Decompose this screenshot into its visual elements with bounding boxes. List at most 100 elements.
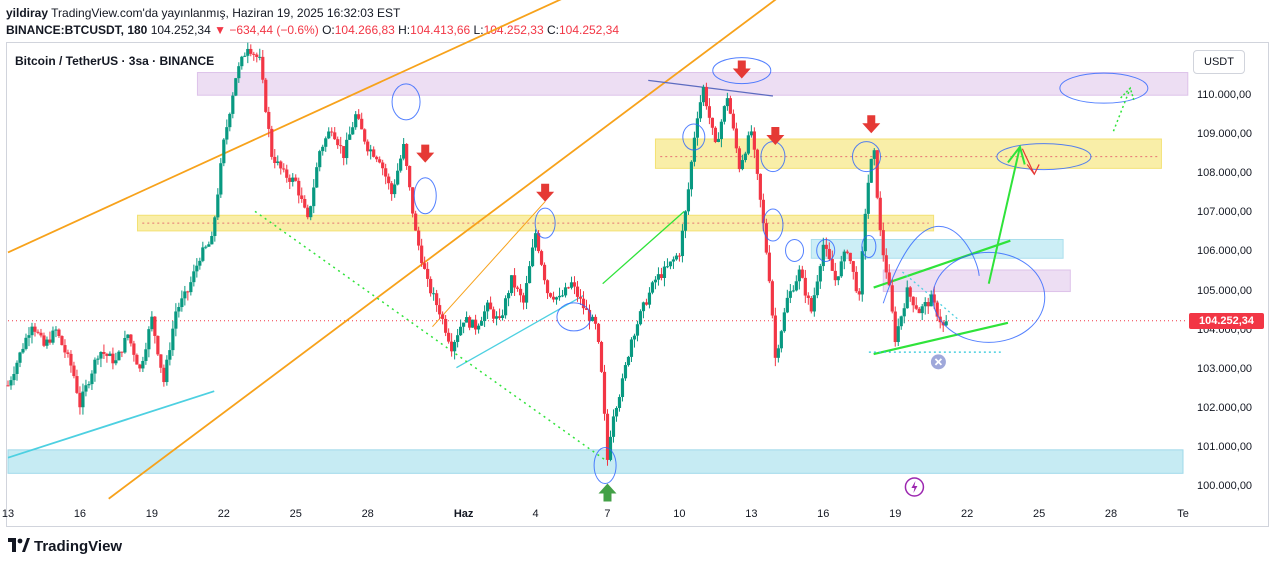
low-value: 104.252,33 <box>483 23 544 37</box>
time-tick-label: Haz <box>453 508 474 520</box>
candle <box>755 148 759 180</box>
candle-body <box>252 53 256 55</box>
candle <box>378 156 382 164</box>
candle <box>453 339 457 360</box>
candle-body <box>120 351 124 353</box>
candle-body <box>830 259 834 271</box>
candle-body <box>144 349 148 361</box>
candle-body <box>342 146 346 159</box>
candle-body <box>515 287 520 289</box>
candle <box>96 355 100 365</box>
candle <box>890 278 894 314</box>
candle-body <box>623 365 628 379</box>
chart-pane[interactable] <box>6 42 1269 527</box>
candle-body <box>644 302 649 305</box>
candle-body <box>117 351 121 361</box>
candle <box>887 264 891 287</box>
zone-purple-resistance <box>196 72 1189 96</box>
candle <box>737 146 741 173</box>
candle <box>527 261 532 284</box>
candle-body <box>246 48 250 56</box>
price-tick-label: 103.000,00 <box>1197 362 1253 375</box>
candle-body <box>312 187 316 207</box>
candle <box>641 301 646 319</box>
candle <box>84 379 88 397</box>
candle-body <box>557 295 562 298</box>
candle-body <box>339 145 343 147</box>
candle <box>692 131 697 167</box>
candle-body <box>797 269 801 282</box>
candle <box>701 84 706 107</box>
candle-body <box>632 335 637 340</box>
candle <box>680 224 685 263</box>
open-label: O: <box>322 23 335 37</box>
candle <box>848 252 852 265</box>
candle-body <box>336 139 340 146</box>
candle <box>30 322 34 344</box>
candle-body <box>9 380 13 386</box>
price-tick-label: 109.000,00 <box>1197 128 1253 141</box>
candle <box>734 122 738 154</box>
candle-body <box>354 114 358 128</box>
candle-body <box>417 230 421 246</box>
candle <box>497 308 502 320</box>
candle-body <box>171 328 175 351</box>
candle <box>462 322 466 334</box>
candle-body <box>228 113 232 128</box>
candle <box>126 334 130 341</box>
candle-body <box>450 341 454 352</box>
currency-button[interactable]: USDT <box>1193 50 1245 74</box>
candle-body <box>459 326 463 336</box>
candle-body <box>554 297 559 300</box>
candle <box>758 173 762 208</box>
candle-body <box>821 244 825 267</box>
tradingview-logo[interactable]: TradingView <box>8 538 122 555</box>
candle <box>195 258 199 278</box>
candle-body <box>629 339 634 357</box>
candle-body <box>881 230 885 256</box>
candle <box>920 303 924 321</box>
footer-brand: TradingView <box>34 538 123 555</box>
candle-body <box>135 354 139 365</box>
candle-body <box>524 283 529 303</box>
projection-down-line <box>1021 148 1035 175</box>
candle <box>171 320 175 356</box>
candle-body <box>740 160 744 170</box>
candle-body <box>414 213 418 231</box>
candle-body <box>854 271 858 292</box>
candle <box>237 62 241 83</box>
close-label: C: <box>546 23 559 37</box>
candle-body <box>935 302 939 317</box>
candle-body <box>165 359 169 383</box>
candle <box>384 163 388 185</box>
time-tick-label: Te <box>1177 508 1189 520</box>
candle <box>306 204 310 220</box>
candle-body <box>351 127 355 135</box>
candle-body <box>375 156 379 160</box>
candle-body <box>264 79 268 112</box>
time-tick-label: 25 <box>1032 508 1046 520</box>
candle-body <box>776 348 780 358</box>
candle-body <box>198 260 202 266</box>
time-tick-label: 13 <box>745 508 758 520</box>
candle <box>881 222 885 262</box>
candle <box>665 258 670 269</box>
candle-body <box>482 311 487 322</box>
candle-body <box>105 353 109 356</box>
candle-body <box>731 113 735 129</box>
last-price-label: 104.252,34 <box>1189 313 1264 329</box>
time-tick-label: 28 <box>1104 508 1118 520</box>
candle <box>587 304 592 330</box>
candle-body <box>908 287 912 297</box>
candle <box>111 347 115 370</box>
candle-body <box>399 158 403 171</box>
candle <box>911 296 915 313</box>
candle-body <box>33 326 37 332</box>
last-value: 104.252,34 <box>150 23 211 37</box>
candle <box>509 275 514 296</box>
candle <box>905 280 909 309</box>
candle <box>27 327 31 347</box>
author-name[interactable]: yildiray <box>6 6 49 20</box>
candle <box>63 339 67 359</box>
